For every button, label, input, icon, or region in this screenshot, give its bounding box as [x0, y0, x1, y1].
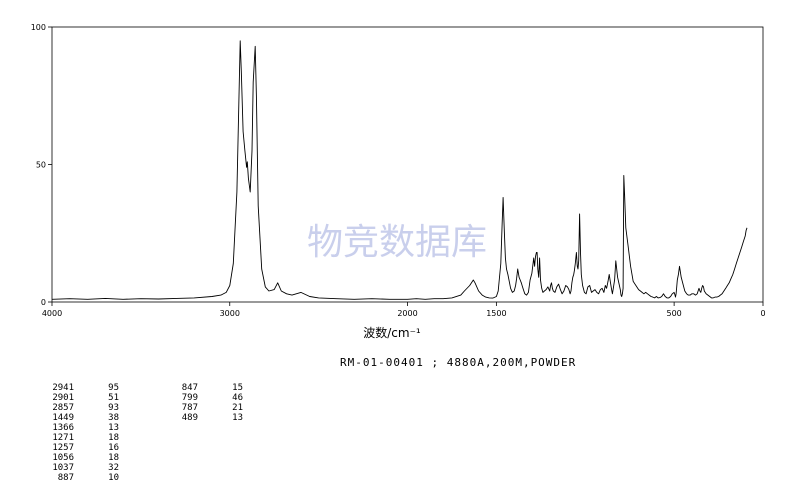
peak-intensity: 32 — [108, 463, 119, 473]
peak-intensity: 38 — [108, 413, 119, 423]
peak-wavenumber: 1037 — [52, 463, 74, 473]
sample-id-label: RM-01-00401 ; 4880A,200M,POWDER — [340, 356, 577, 369]
peak-wavenumber: 799 — [181, 393, 198, 403]
peak-row: 1366 13 — [36, 423, 119, 433]
peak-row: 1257 16 — [36, 443, 119, 453]
x-tick-label: 1500 — [486, 309, 506, 318]
peak-intensity: 13 — [108, 423, 119, 433]
peak-row: 887 10 — [36, 473, 119, 482]
peak-wavenumber: 1449 — [52, 413, 74, 423]
peak-row: 847 15 — [160, 383, 243, 393]
peak-wavenumber: 787 — [181, 403, 198, 413]
peak-wavenumber: 1056 — [52, 453, 74, 463]
peak-intensity: 10 — [108, 473, 119, 482]
peak-intensity: 18 — [108, 433, 119, 443]
x-tick-label: 2000 — [397, 309, 417, 318]
y-axis-ticks: 0 50 100 — [31, 23, 52, 307]
peak-intensity: 46 — [232, 393, 243, 403]
peak-row: 787 21 — [160, 403, 243, 413]
peak-intensity: 51 — [108, 393, 119, 403]
peak-row: 2857 93 — [36, 403, 119, 413]
peak-row: 1056 18 — [36, 453, 119, 463]
y-tick-label: 0 — [41, 298, 46, 307]
spectrum-line — [51, 40, 748, 300]
peak-intensity: 93 — [108, 403, 119, 413]
peak-row: 2901 51 — [36, 393, 119, 403]
y-tick-label: 50 — [36, 161, 46, 170]
peak-table-column-1: 2941 95 2901 51 2857 93 1449 38 1366 13 1271 18 1257… — [36, 383, 119, 482]
x-axis-label: 波数/cm⁻¹ — [363, 325, 421, 340]
x-tick-label: 3000 — [220, 309, 240, 318]
peak-wavenumber: 1366 — [52, 423, 74, 433]
x-tick-label: 500 — [666, 309, 681, 318]
peak-intensity: 13 — [232, 413, 243, 423]
peak-wavenumber: 1271 — [52, 433, 74, 443]
peak-table-column-2: 847 15 799 46 787 21 489 13 — [160, 383, 243, 423]
peak-row: 799 46 — [160, 393, 243, 403]
peak-intensity: 21 — [232, 403, 243, 413]
peak-intensity: 16 — [108, 443, 119, 453]
peak-wavenumber: 489 — [181, 413, 198, 423]
peak-intensity: 95 — [108, 383, 119, 393]
peak-row: 1037 32 — [36, 463, 119, 473]
watermark: 物竞数据库 — [307, 222, 487, 263]
y-tick-label: 100 — [31, 23, 46, 32]
x-axis-ticks: 4000 3000 2000 1500 500 0 — [42, 302, 766, 318]
peak-row: 1449 38 — [36, 413, 119, 423]
peak-wavenumber: 2857 — [52, 403, 74, 413]
peak-row: 1271 18 — [36, 433, 119, 443]
peak-intensity: 15 — [232, 383, 243, 393]
peak-wavenumber: 2941 — [52, 383, 74, 393]
peak-wavenumber: 2901 — [52, 393, 74, 403]
peak-row: 2941 95 — [36, 383, 119, 393]
peak-wavenumber: 1257 — [52, 443, 74, 453]
raman-spectrum-chart: 4000 3000 2000 1500 500 0 0 50 100 波数/cm⁻¹ 物竞数据… — [31, 23, 766, 340]
peak-intensity: 18 — [108, 453, 119, 463]
peak-row: 489 13 — [160, 413, 243, 423]
x-tick-label: 4000 — [42, 309, 62, 318]
x-tick-label: 0 — [760, 309, 765, 318]
peak-wavenumber: 887 — [57, 473, 74, 482]
peak-wavenumber: 847 — [181, 383, 198, 393]
